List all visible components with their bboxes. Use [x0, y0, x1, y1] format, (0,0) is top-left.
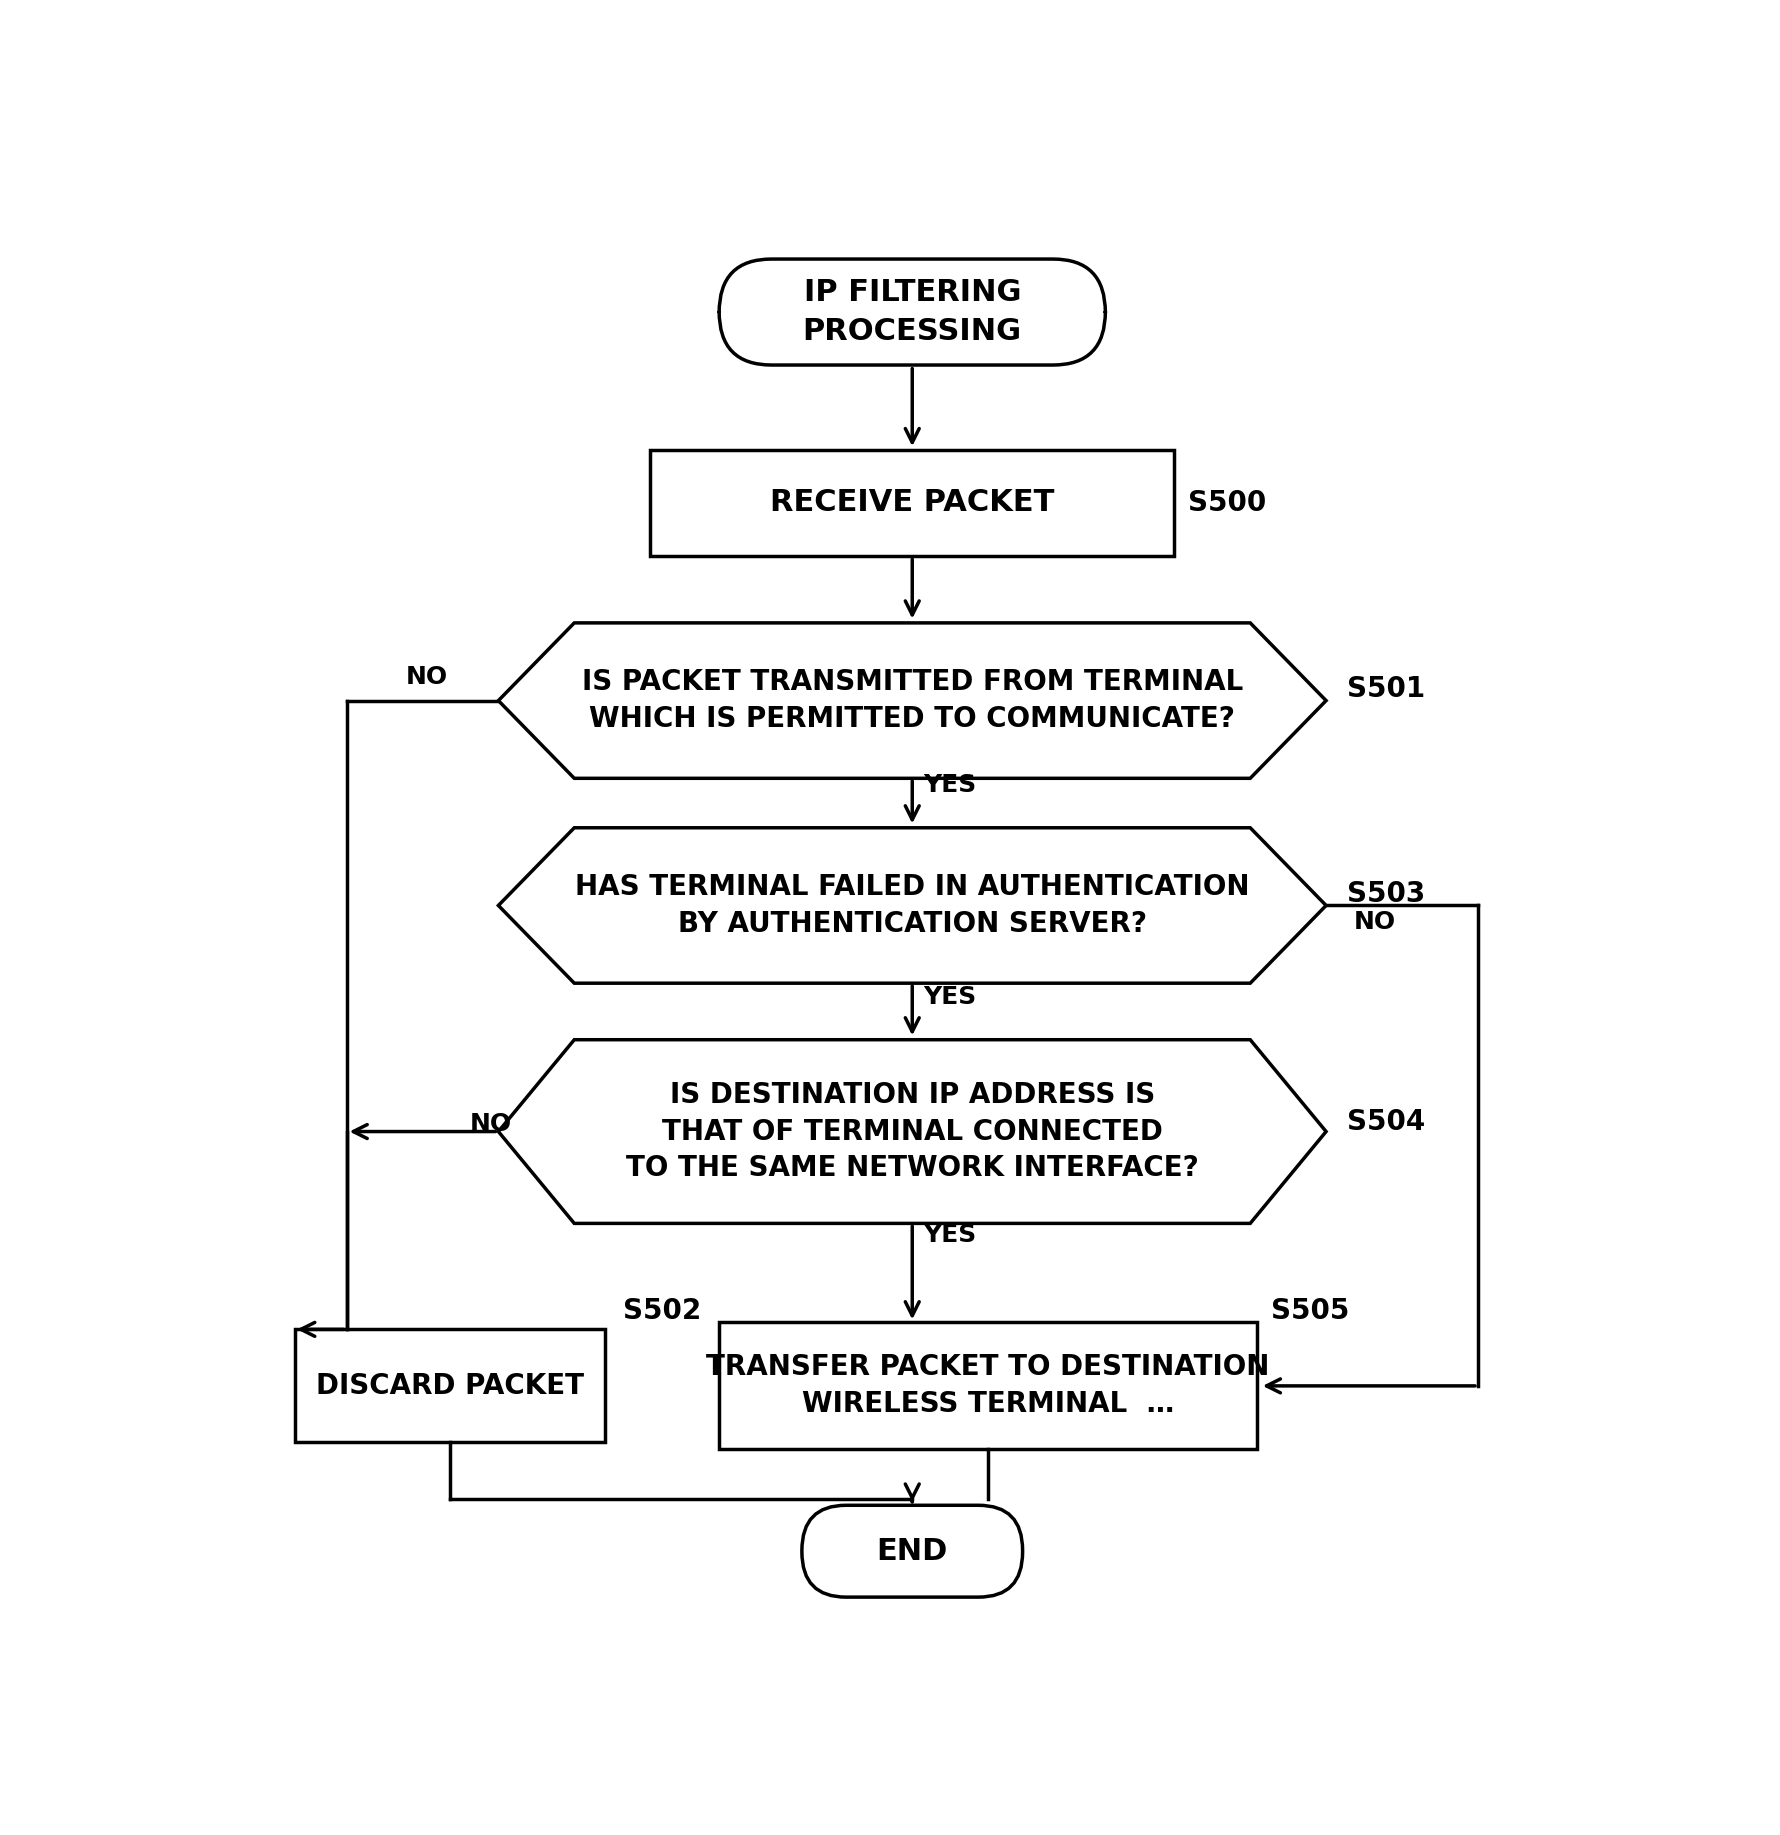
Text: S505: S505 — [1271, 1297, 1349, 1325]
Text: TRANSFER PACKET TO DESTINATION
WIRELESS TERMINAL  …: TRANSFER PACKET TO DESTINATION WIRELESS … — [707, 1354, 1269, 1418]
Bar — [295, 1329, 605, 1442]
FancyBboxPatch shape — [801, 1505, 1022, 1596]
Polygon shape — [498, 1040, 1326, 1224]
Text: NO: NO — [406, 666, 449, 690]
FancyBboxPatch shape — [719, 259, 1105, 365]
Text: DISCARD PACKET: DISCARD PACKET — [317, 1373, 584, 1400]
Text: END: END — [876, 1536, 949, 1565]
Polygon shape — [498, 622, 1326, 778]
Text: RECEIVE PACKET: RECEIVE PACKET — [771, 488, 1054, 517]
Bar — [650, 450, 1175, 556]
Text: S504: S504 — [1347, 1108, 1426, 1136]
Text: IS DESTINATION IP ADDRESS IS
THAT OF TERMINAL CONNECTED
TO THE SAME NETWORK INTE: IS DESTINATION IP ADDRESS IS THAT OF TER… — [627, 1081, 1198, 1182]
Text: IP FILTERING
PROCESSING: IP FILTERING PROCESSING — [803, 279, 1022, 345]
Text: NO: NO — [470, 1112, 513, 1136]
Text: YES: YES — [924, 773, 977, 798]
Text: HAS TERMINAL FAILED IN AUTHENTICATION
BY AUTHENTICATION SERVER?: HAS TERMINAL FAILED IN AUTHENTICATION BY… — [575, 873, 1250, 938]
Text: S500: S500 — [1189, 488, 1266, 517]
Text: IS PACKET TRANSMITTED FROM TERMINAL
WHICH IS PERMITTED TO COMMUNICATE?: IS PACKET TRANSMITTED FROM TERMINAL WHIC… — [582, 668, 1242, 732]
Text: S501: S501 — [1347, 675, 1426, 703]
Text: S502: S502 — [623, 1297, 701, 1325]
Text: YES: YES — [924, 1222, 977, 1246]
Bar — [719, 1323, 1257, 1450]
Text: YES: YES — [924, 985, 977, 1009]
Polygon shape — [498, 828, 1326, 984]
Text: NO: NO — [1353, 910, 1396, 934]
Text: S503: S503 — [1347, 881, 1426, 908]
